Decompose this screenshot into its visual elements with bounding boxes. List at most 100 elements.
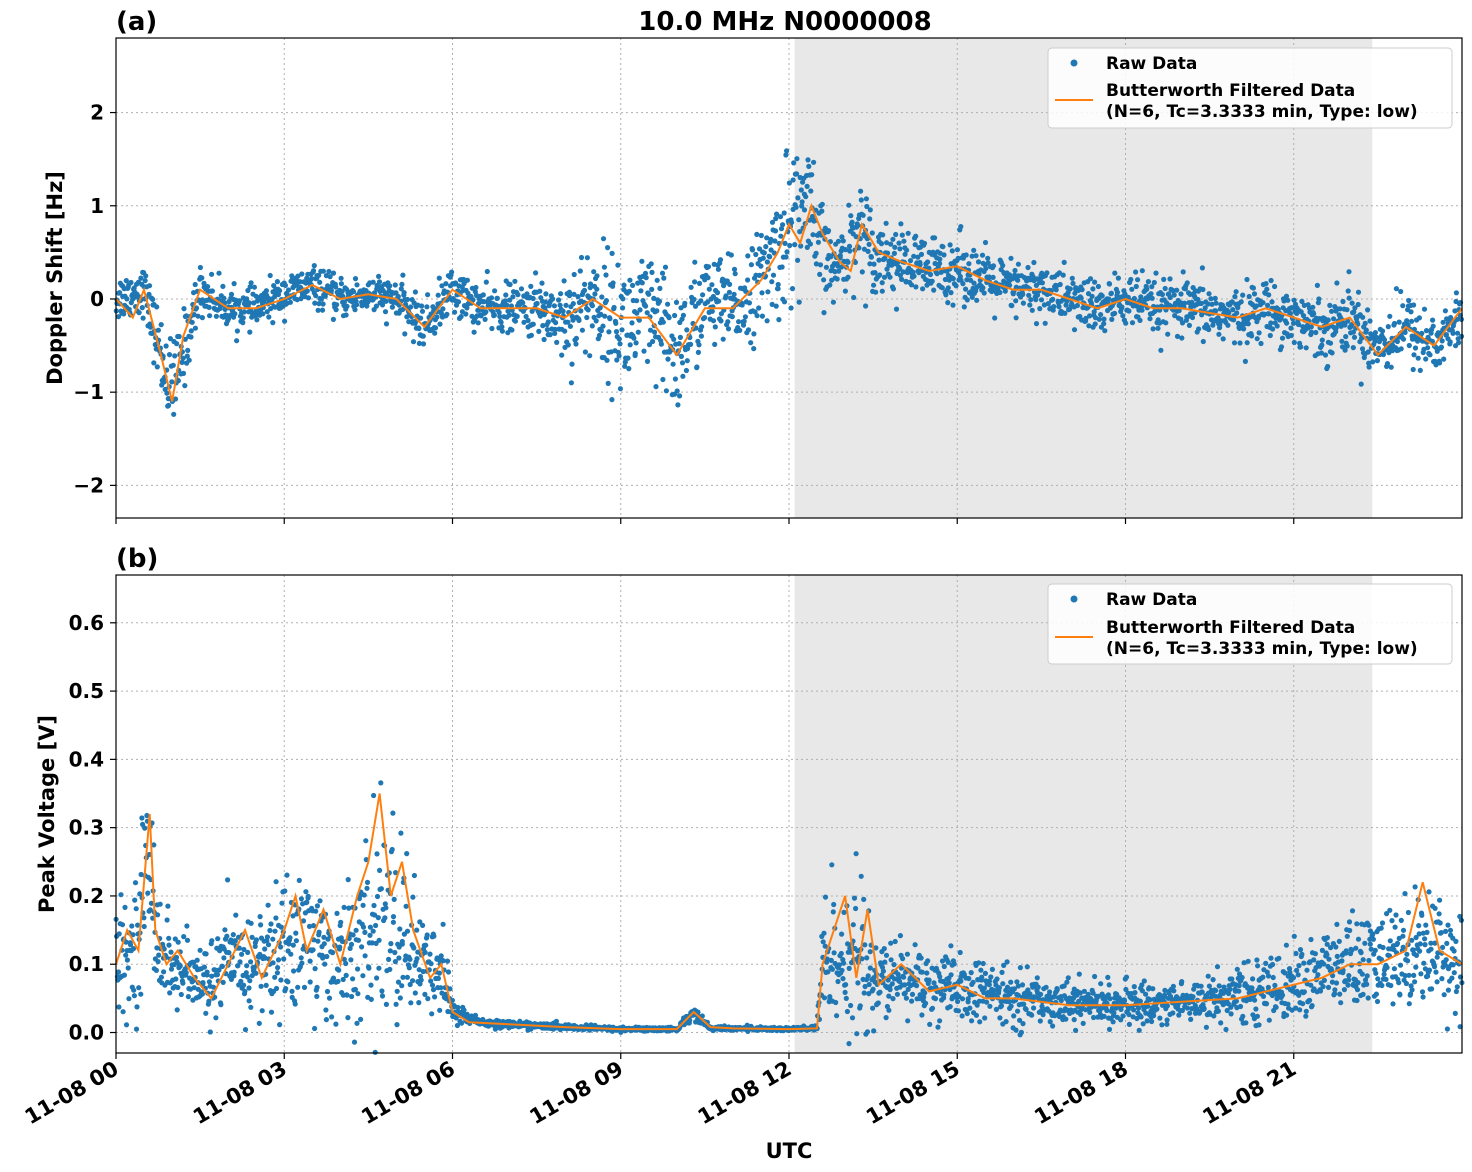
- panel-a-raw-point: [1031, 259, 1037, 266]
- panel-a-raw-point: [1180, 269, 1186, 275]
- panel-b-raw-point: [355, 937, 362, 943]
- panel-a-raw-point: [1027, 302, 1033, 308]
- panel-a-raw-point: [582, 281, 588, 287]
- panel-b-raw-point: [853, 905, 859, 912]
- panel-b-raw-point: [867, 965, 873, 971]
- panel-a-raw-point: [254, 317, 260, 323]
- panel-b-raw-point: [360, 902, 366, 908]
- panel-b-raw-point: [132, 897, 138, 903]
- panel-a-raw-point: [416, 325, 422, 332]
- panel-b-raw-point: [1201, 1006, 1207, 1012]
- panel-a-raw-point: [571, 291, 577, 297]
- panel-b-raw-point: [1064, 979, 1070, 985]
- panel-a-raw-point: [827, 282, 833, 288]
- panel-a-raw-point: [518, 286, 525, 292]
- panel-b-raw-point: [422, 949, 428, 956]
- panel-b-raw-point: [455, 1004, 461, 1011]
- panel-a-raw-point: [529, 308, 535, 314]
- panel-b-raw-point: [366, 965, 372, 971]
- panel-a-raw-point: [1012, 267, 1018, 274]
- panel-a-raw-point: [948, 290, 954, 296]
- panel-a-raw-point: [1085, 291, 1092, 297]
- panel-a-raw-point: [349, 299, 355, 305]
- panel-a-raw-point: [174, 341, 180, 347]
- panel-a-raw-point: [240, 315, 246, 321]
- panel-a-raw-point: [643, 303, 649, 309]
- panel-a-raw-point: [1380, 351, 1387, 358]
- panel-b-raw-point: [194, 957, 200, 963]
- panel-a-raw-point: [1387, 313, 1393, 319]
- panel-b-raw-point: [180, 980, 186, 986]
- panel-a-raw-point: [1096, 316, 1102, 322]
- panel-a-raw-point: [606, 329, 612, 335]
- panel-b-raw-point: [1294, 967, 1300, 974]
- panel-a-raw-point: [678, 353, 685, 359]
- panel-b-raw-point: [284, 872, 290, 878]
- panel-b-raw-point: [1293, 950, 1299, 957]
- panel-a-raw-point: [1331, 316, 1337, 322]
- panel-b-raw-point: [130, 932, 136, 938]
- panel-b-raw-point: [820, 939, 826, 945]
- panel-a-raw-point: [1412, 345, 1419, 351]
- panel-b-raw-point: [965, 996, 971, 1002]
- panel-b-raw-point: [839, 967, 845, 973]
- panel-a-raw-point: [1217, 322, 1223, 328]
- panel-a-raw-point: [885, 250, 891, 256]
- panel-b-raw-point: [1020, 1021, 1026, 1027]
- panel-b-raw-point: [1034, 975, 1040, 981]
- panel-a-raw-point: [821, 310, 827, 316]
- panel-b-raw-point: [415, 949, 421, 955]
- panel-b-raw-point: [279, 900, 285, 906]
- panel-b-raw-point: [861, 896, 867, 903]
- panel-b-raw-point: [314, 993, 320, 1000]
- panel-a-raw-point: [876, 257, 882, 263]
- panel-b-raw-point: [241, 982, 247, 988]
- panel-b-raw-point: [173, 976, 179, 982]
- panel-a-raw-point: [1178, 291, 1184, 297]
- panel-b-raw-point: [982, 970, 989, 977]
- panel-b-raw-point: [1205, 973, 1211, 979]
- panel-b-raw-point: [184, 937, 191, 943]
- panel-a-raw-point: [821, 277, 827, 283]
- panel-b-raw-point: [343, 960, 349, 967]
- panel-a-raw-point: [338, 275, 344, 281]
- panel-b-raw-point: [404, 974, 410, 980]
- panel-b-raw-point: [1180, 992, 1186, 999]
- panel-a-raw-point: [545, 319, 551, 325]
- panel-a-raw-point: [900, 269, 906, 275]
- panel-a-raw-point: [1020, 300, 1026, 306]
- panel-b-raw-point: [1047, 989, 1053, 995]
- panel-b-raw-point: [133, 1026, 140, 1032]
- panel-b-raw-point: [1198, 983, 1204, 989]
- panel-b-raw-point: [1203, 1024, 1209, 1030]
- panel-a-raw-point: [1232, 294, 1238, 300]
- panel-b-raw-point: [341, 956, 347, 963]
- panel-a-raw-point: [605, 245, 611, 251]
- panel-b-raw-point: [304, 899, 310, 905]
- panel-a-raw-point: [720, 336, 726, 342]
- panel-a-raw-point: [616, 336, 622, 342]
- panel-a-raw-point: [1394, 338, 1400, 345]
- panel-a-raw-point: [319, 307, 326, 313]
- panel-a-raw-point: [191, 312, 197, 318]
- panel-b-raw-point: [1038, 991, 1044, 997]
- panel-b-raw-point: [1250, 976, 1256, 982]
- panel-b-raw-point: [922, 990, 928, 996]
- panel-a-raw-point: [552, 330, 558, 336]
- panel-a-raw-point: [1123, 320, 1129, 326]
- panel-b-raw-point: [902, 990, 908, 996]
- panel-b-raw-point: [1233, 998, 1239, 1004]
- panel-b-raw-point: [1067, 995, 1073, 1001]
- panel-b-raw-point: [324, 953, 330, 960]
- panel-a-raw-point: [305, 295, 312, 301]
- panel-a-raw-point: [494, 295, 500, 301]
- panel-a-raw-point: [1268, 320, 1274, 326]
- panel-b-raw-point: [364, 885, 370, 891]
- panel-a-raw-point: [282, 318, 288, 324]
- panel-a-raw-point: [1290, 320, 1297, 326]
- panel-a-raw-point: [625, 355, 631, 361]
- panel-a-raw-point: [1434, 348, 1440, 354]
- panel-a-raw-point: [1425, 345, 1431, 351]
- panel-a-raw-point: [1311, 311, 1317, 317]
